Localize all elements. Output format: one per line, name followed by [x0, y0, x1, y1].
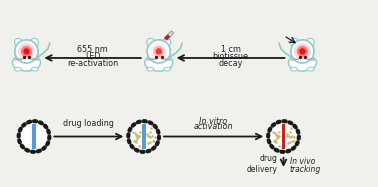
- Circle shape: [147, 40, 170, 63]
- Circle shape: [18, 43, 35, 60]
- Circle shape: [294, 43, 311, 60]
- Circle shape: [22, 124, 46, 149]
- Circle shape: [23, 48, 29, 55]
- Text: tracking: tracking: [290, 165, 321, 174]
- Ellipse shape: [164, 67, 171, 71]
- Ellipse shape: [147, 67, 154, 71]
- Polygon shape: [164, 34, 170, 40]
- Text: activation: activation: [194, 122, 233, 131]
- Bar: [32, 124, 36, 149]
- Text: re-activation: re-activation: [67, 59, 118, 68]
- Circle shape: [14, 38, 23, 47]
- Text: drug
delivery: drug delivery: [246, 154, 277, 174]
- Circle shape: [21, 46, 32, 57]
- Bar: [142, 124, 146, 149]
- Circle shape: [150, 43, 167, 60]
- Ellipse shape: [290, 67, 297, 71]
- Circle shape: [291, 40, 314, 63]
- Circle shape: [271, 124, 296, 149]
- Text: In vivo: In vivo: [290, 157, 315, 166]
- Circle shape: [153, 46, 164, 57]
- Ellipse shape: [14, 67, 22, 71]
- Polygon shape: [164, 31, 174, 40]
- Circle shape: [290, 38, 299, 47]
- Ellipse shape: [307, 67, 314, 71]
- Ellipse shape: [145, 54, 173, 71]
- Circle shape: [147, 38, 155, 47]
- Circle shape: [297, 46, 308, 57]
- Circle shape: [15, 40, 38, 63]
- Text: In vitro: In vitro: [200, 117, 228, 126]
- Circle shape: [306, 38, 314, 47]
- Circle shape: [30, 38, 39, 47]
- Text: decay: decay: [218, 59, 243, 68]
- Ellipse shape: [288, 54, 316, 71]
- Ellipse shape: [31, 67, 39, 71]
- Ellipse shape: [12, 54, 40, 71]
- Text: drug loading: drug loading: [64, 119, 114, 128]
- Circle shape: [131, 124, 156, 149]
- Text: 655 nm: 655 nm: [77, 45, 108, 54]
- Circle shape: [156, 48, 162, 55]
- Text: biotissue: biotissue: [212, 52, 249, 61]
- Circle shape: [163, 38, 171, 47]
- Text: 1 cm: 1 cm: [221, 45, 240, 54]
- Text: LED: LED: [85, 52, 101, 61]
- Circle shape: [299, 48, 305, 55]
- Bar: [282, 124, 285, 149]
